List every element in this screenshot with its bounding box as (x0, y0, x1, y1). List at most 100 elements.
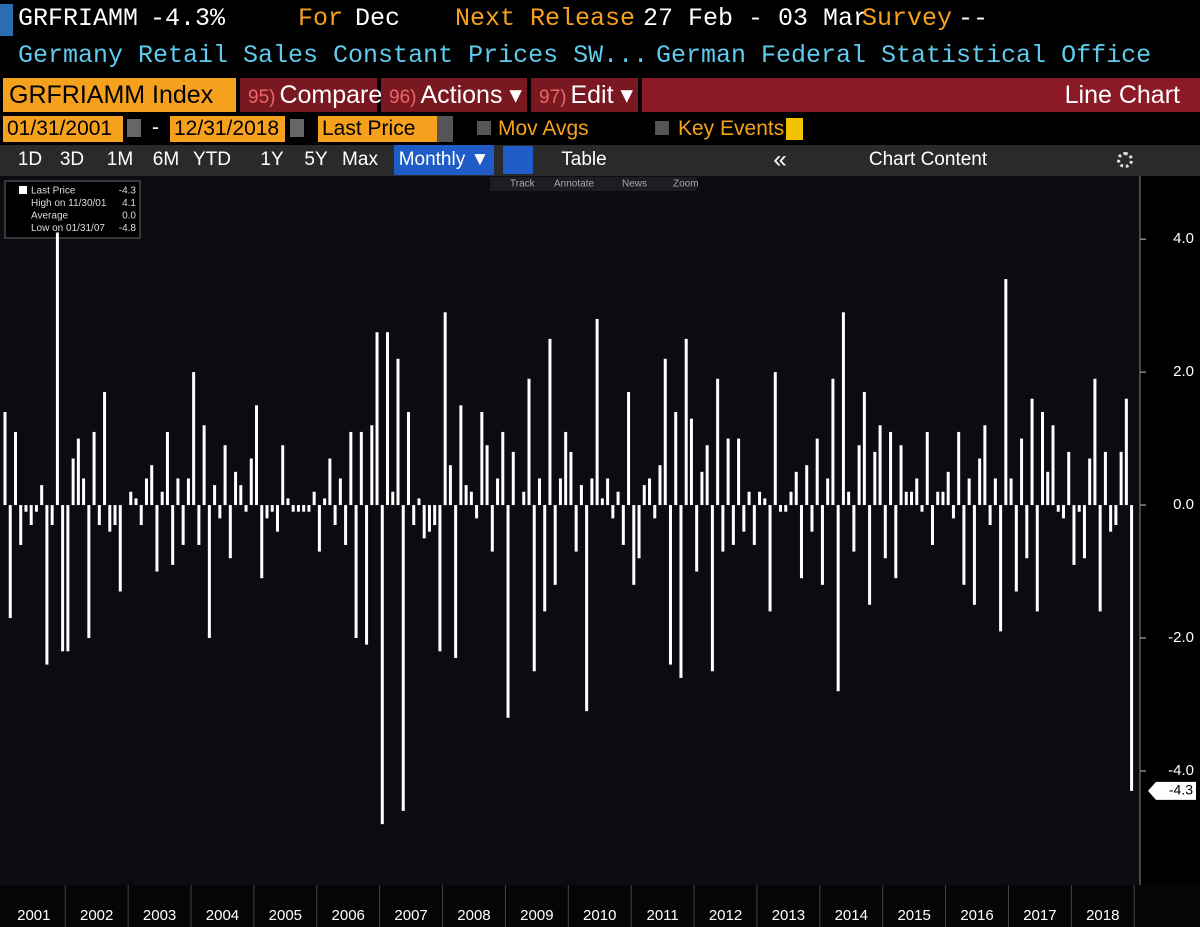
bar (668, 505, 672, 665)
chart-type[interactable]: Line Chart (642, 78, 1200, 112)
bar (165, 431, 169, 506)
bar (490, 505, 494, 552)
y-tick-label: -2.0 (1168, 629, 1194, 646)
x-tick-label: 2018 (1086, 907, 1119, 924)
range-button[interactable]: 3D (59, 149, 85, 170)
collapse-button[interactable]: « (773, 146, 787, 173)
legend-swatch (19, 186, 27, 194)
bar (176, 478, 180, 506)
x-tick-label: 2014 (835, 907, 868, 924)
bar (695, 505, 699, 572)
bar (716, 378, 720, 506)
range-button[interactable]: 1D (17, 149, 43, 170)
bar (752, 505, 756, 545)
calendar-icon[interactable] (127, 119, 141, 137)
button-label: Compare (279, 81, 383, 109)
bar (946, 471, 950, 506)
period-button[interactable]: Monthly ▼ (394, 145, 494, 175)
y-tick-label: 4.0 (1173, 230, 1194, 247)
bar (55, 232, 59, 506)
release-label: Next Release (455, 4, 636, 33)
bar (391, 491, 395, 506)
settings-icon[interactable] (1117, 152, 1133, 168)
bar (417, 498, 421, 506)
bar (731, 505, 735, 545)
bar (532, 505, 536, 672)
bar (380, 505, 384, 825)
bar (658, 465, 662, 506)
bar (773, 372, 777, 506)
bar (1046, 471, 1050, 506)
x-tick-label: 2010 (583, 907, 616, 924)
bar (537, 478, 541, 506)
bar (930, 505, 934, 545)
bar (34, 505, 38, 512)
bar (883, 505, 887, 559)
end-date[interactable]: 12/31/2018 (170, 116, 285, 142)
range-button[interactable]: Max (342, 149, 378, 170)
bar (700, 471, 704, 506)
y-tick-label: -4.0 (1168, 762, 1194, 779)
bar (747, 491, 751, 506)
bar (134, 498, 138, 506)
bar (87, 505, 91, 639)
bar (249, 458, 253, 506)
field-select[interactable]: Last Price (318, 116, 437, 142)
bar (45, 505, 49, 665)
checkbox[interactable] (477, 121, 491, 135)
range-button[interactable]: 6M (152, 149, 180, 170)
bar (234, 471, 238, 506)
bar (920, 505, 924, 512)
bar (721, 505, 725, 552)
bar (207, 505, 211, 639)
x-tick-label: 2016 (960, 907, 993, 924)
bar (244, 505, 248, 512)
bar (794, 471, 798, 506)
range-button[interactable]: 5Y (304, 149, 328, 170)
bar (543, 505, 547, 612)
table-button[interactable]: Table (561, 149, 607, 170)
calendar-icon[interactable] (290, 119, 304, 137)
range-button[interactable]: YTD (193, 149, 231, 170)
actions-button[interactable]: 96) Actions ▾ (381, 78, 527, 112)
bar (302, 505, 306, 512)
checkbox[interactable] (655, 121, 669, 135)
bar (427, 505, 431, 532)
edit-button[interactable]: 97) Edit ▾ (531, 78, 638, 112)
bar (726, 438, 730, 506)
mov-avgs: Mov Avgs (498, 117, 589, 140)
bar (312, 491, 316, 506)
range-button[interactable]: 1M (106, 149, 134, 170)
bar (8, 505, 12, 619)
dropdown-arrow[interactable] (437, 116, 453, 142)
start-date[interactable]: 01/31/2001 (3, 116, 123, 142)
bar (50, 505, 54, 526)
chart-content-button[interactable]: Chart Content (868, 149, 988, 170)
security-input[interactable]: GRFRIAMM Index (3, 78, 236, 112)
bar (24, 505, 28, 512)
bar (836, 505, 840, 692)
info-icon[interactable] (786, 118, 803, 140)
bar (97, 505, 101, 526)
bar (475, 505, 479, 519)
bar (171, 505, 175, 565)
bar (281, 445, 285, 506)
bar (1030, 398, 1034, 506)
legend-name: Low on 01/31/07 (31, 223, 105, 234)
bar (611, 505, 615, 519)
bar (3, 411, 7, 506)
bar (768, 505, 772, 612)
compare-button[interactable]: 95) Compare (240, 78, 382, 112)
bar (616, 491, 620, 506)
bar (548, 338, 552, 506)
bar (223, 445, 227, 506)
survey-label: Survey (862, 4, 953, 33)
bar (370, 425, 374, 506)
bar (29, 505, 33, 526)
chart-icon[interactable] (503, 146, 533, 174)
range-button[interactable]: 1Y (260, 149, 284, 170)
bar (852, 505, 856, 552)
bar (873, 451, 877, 506)
bar (862, 392, 866, 506)
